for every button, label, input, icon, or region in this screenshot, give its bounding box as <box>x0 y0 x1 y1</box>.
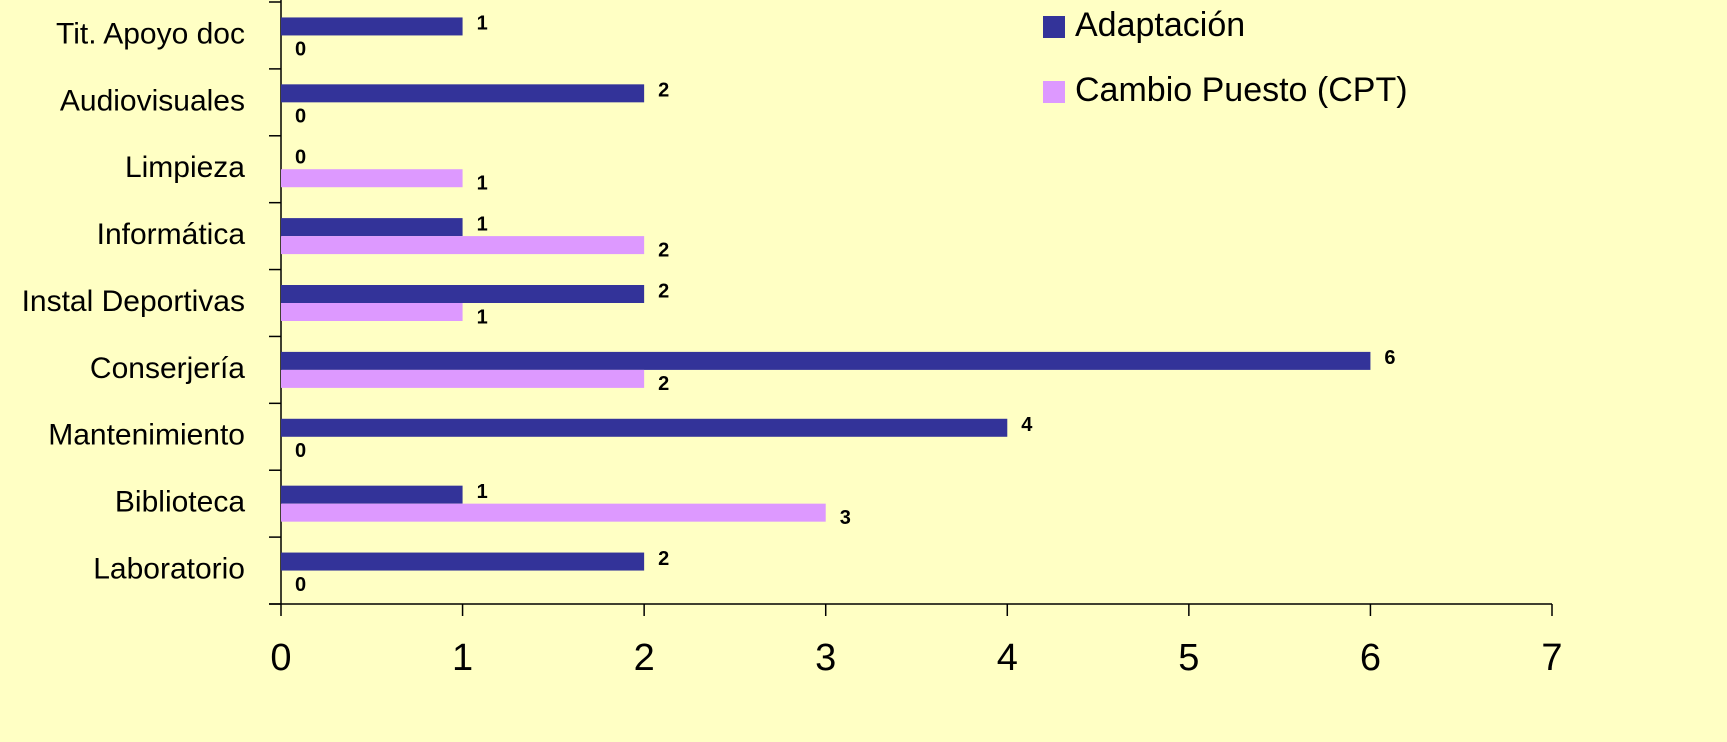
value-label: 2 <box>658 548 669 570</box>
value-label: 1 <box>477 13 488 35</box>
x-tick-label: 4 <box>997 637 1018 679</box>
x-tick-label: 1 <box>452 637 473 679</box>
value-label: 6 <box>1384 347 1395 369</box>
bar <box>281 236 644 254</box>
value-label: 1 <box>477 213 488 235</box>
bar <box>281 486 463 504</box>
value-label: 1 <box>477 481 488 503</box>
bar <box>281 370 644 388</box>
bar <box>281 84 644 102</box>
value-label: 0 <box>295 440 306 462</box>
value-label: 1 <box>477 306 488 328</box>
value-label: 3 <box>840 507 851 529</box>
value-label: 2 <box>658 373 669 395</box>
value-label: 2 <box>658 80 669 102</box>
value-label: 2 <box>658 280 669 302</box>
y-tick-label: Instal Deportivas <box>22 285 245 318</box>
y-tick-label: Tit. Apoyo doc <box>56 17 245 50</box>
y-tick-label: Informática <box>97 218 246 251</box>
background <box>0 0 1727 742</box>
y-tick-label: Laboratorio <box>93 552 245 585</box>
bar <box>281 352 1370 370</box>
y-tick-label: Conserjería <box>90 352 245 385</box>
bar <box>281 169 463 187</box>
value-label: 1 <box>477 173 488 195</box>
value-label: 2 <box>658 239 669 261</box>
legend-swatch <box>1043 16 1065 38</box>
value-label: 0 <box>295 39 306 61</box>
legend-label: Adaptación <box>1075 6 1245 44</box>
value-label: 0 <box>295 147 306 169</box>
bar <box>281 419 1007 437</box>
legend-label: Cambio Puesto (CPT) <box>1075 71 1408 109</box>
bar <box>281 303 463 321</box>
x-tick-label: 2 <box>634 637 655 679</box>
bar <box>281 17 463 35</box>
x-tick-label: 6 <box>1360 637 1381 679</box>
value-label: 0 <box>295 106 306 128</box>
y-tick-label: Audiovisuales <box>60 84 245 117</box>
bar <box>281 218 463 236</box>
bar <box>281 553 644 571</box>
x-tick-label: 0 <box>270 637 291 679</box>
y-tick-label: Biblioteca <box>115 486 245 519</box>
y-tick-label: Limpieza <box>125 151 245 184</box>
value-label: 0 <box>295 574 306 596</box>
value-label: 4 <box>1021 414 1033 436</box>
x-tick-label: 3 <box>815 637 836 679</box>
bar <box>281 504 826 522</box>
chart: 0 1 2 3 4 5 6 7 Tit. Apoyo doc 1 0 Audiovisuales 2 0 L… <box>0 0 1727 742</box>
x-tick-label: 7 <box>1541 637 1562 679</box>
y-tick-label: Mantenimiento <box>48 419 245 452</box>
x-tick-label: 5 <box>1178 637 1199 679</box>
legend-swatch <box>1043 81 1065 103</box>
bar <box>281 285 644 303</box>
